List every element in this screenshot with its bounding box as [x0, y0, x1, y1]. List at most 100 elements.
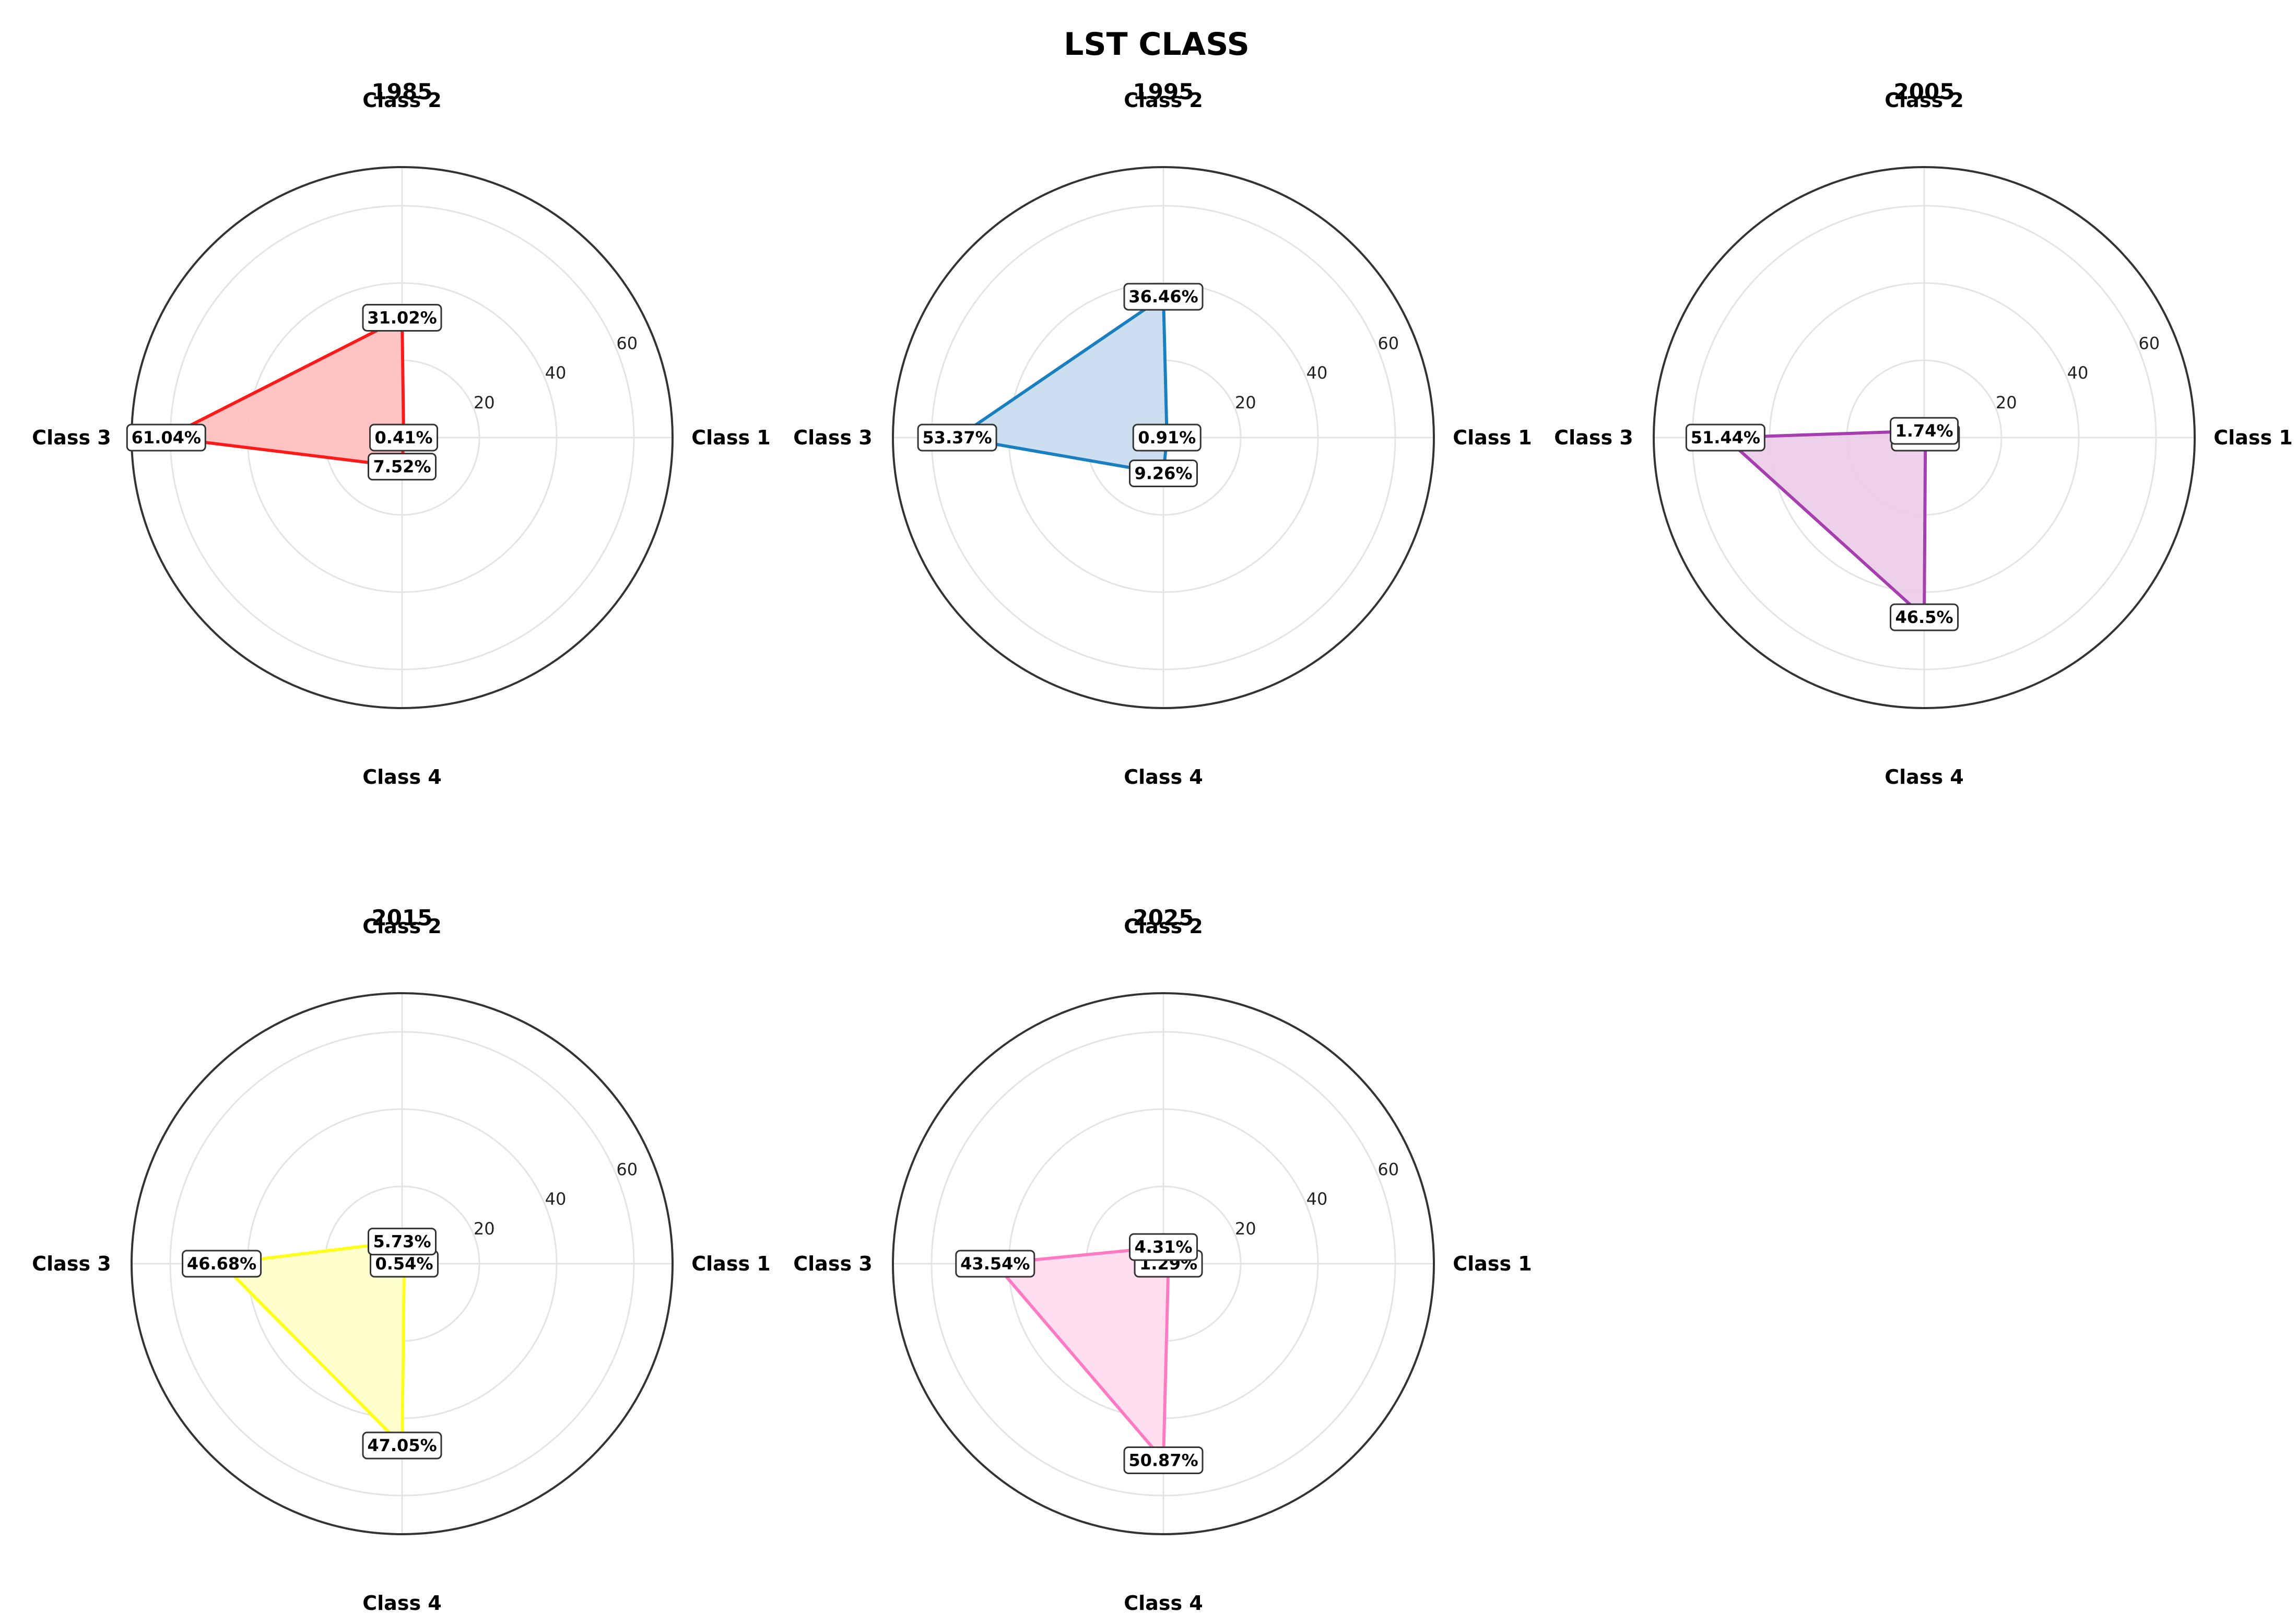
radial-tick-label: 20: [1235, 393, 1256, 413]
data-label-group: 9.26%: [1129, 460, 1198, 488]
radial-tick-label: 40: [545, 1189, 567, 1209]
data-label: 47.05%: [367, 1435, 437, 1455]
data-label-box: [362, 303, 442, 332]
data-label: 31.02%: [367, 308, 437, 327]
data-label-box: [1890, 603, 1959, 631]
data-label: 46.68%: [187, 1254, 256, 1274]
radar-panel: 2015 20 40 60 Class 1 Class 2 Class 3 Class 4 0.…: [32, 905, 770, 1615]
radial-tick-label: 20: [1996, 393, 2017, 413]
radar-panel: 1995 20 40 60 Class 1 Class 2 Class 3 Class 4 0.…: [793, 79, 1532, 789]
axis-label: Class 4: [362, 1592, 441, 1615]
data-label-group: 36.46%: [1123, 283, 1204, 311]
data-label-box: [362, 1431, 442, 1460]
data-label-group: 53.37%: [917, 423, 997, 452]
data-label: 0.41%: [375, 428, 433, 448]
data-label-box: [1123, 1446, 1204, 1474]
radial-tick-label: 20: [474, 393, 495, 413]
data-label: 51.44%: [1691, 428, 1760, 448]
radar-panel: 1985 20 40 60 Class 1 Class 2 Class 3 Class 4 0.…: [32, 79, 770, 789]
data-label-group: 31.02%: [362, 303, 442, 332]
data-label-box: [917, 423, 997, 452]
data-label-group: 46.5%: [1890, 603, 1959, 631]
data-label-box: [1132, 423, 1202, 452]
data-label: 0.91%: [1138, 428, 1196, 448]
axis-label: Class 2: [1124, 89, 1203, 112]
axis-label: Class 2: [362, 89, 441, 112]
series-polygon: [1721, 429, 1927, 621]
data-label-box: [1890, 417, 1959, 445]
axis-label: Class 3: [32, 1252, 111, 1275]
data-label: 4.31%: [1134, 1237, 1192, 1257]
data-label-box: [1129, 460, 1198, 488]
panel-title: 2015: [372, 905, 433, 931]
axis-label: Class 4: [362, 766, 441, 789]
data-label-group: 7.52%: [368, 453, 437, 481]
radial-tick-label: 60: [1377, 1160, 1399, 1180]
data-label-group: 46.68%: [182, 1250, 262, 1278]
radial-tick-label: 60: [2138, 334, 2160, 354]
axis-label: Class 4: [1124, 766, 1203, 789]
data-label: 7.52%: [373, 457, 431, 477]
data-label: 1.74%: [1895, 421, 1953, 441]
axis-label: Class 4: [1885, 766, 1963, 789]
radial-tick-label: 20: [1235, 1219, 1256, 1239]
axis-label: Class 1: [1453, 426, 1532, 449]
data-label-box: [182, 1250, 262, 1278]
axis-label: Class 2: [1124, 915, 1203, 938]
axis-label: Class 3: [793, 1252, 872, 1275]
data-label-box: [126, 423, 206, 452]
data-label: 61.04%: [132, 428, 201, 448]
outer-circle: [892, 992, 1435, 1535]
outer-circle: [1653, 166, 2196, 709]
data-label-group: 50.87%: [1123, 1446, 1204, 1474]
axis-label: Class 1: [691, 426, 770, 449]
data-label-group: 0.91%: [1132, 423, 1202, 452]
data-label: 9.26%: [1134, 464, 1192, 484]
data-label-box: [1129, 1233, 1198, 1261]
data-label-box: [955, 1250, 1035, 1278]
axis-label: Class 3: [1554, 426, 1633, 449]
panel-title: 2025: [1133, 905, 1194, 931]
panel-title: 2005: [1894, 79, 1955, 104]
outer-circle: [892, 166, 1435, 709]
radial-tick-label: 40: [545, 363, 567, 383]
data-label: 53.37%: [922, 428, 992, 448]
panel-title: 1985: [372, 79, 433, 104]
data-label-box: [369, 423, 439, 452]
radial-tick-label: 60: [616, 1160, 638, 1180]
data-label: 46.5%: [1895, 607, 1953, 627]
data-label-group: 47.05%: [362, 1431, 442, 1460]
data-label: 50.87%: [1128, 1450, 1198, 1470]
series-polygon: [992, 1245, 1170, 1465]
axis-label: Class 1: [2213, 426, 2292, 449]
radial-tick-label: 40: [2067, 363, 2089, 383]
panel-title: 1995: [1133, 79, 1194, 104]
axis-label: Class 1: [691, 1252, 770, 1275]
data-label: 43.54%: [960, 1254, 1030, 1274]
axis-label: Class 3: [32, 426, 111, 449]
data-label-box: [368, 453, 437, 481]
data-label: 0.54%: [375, 1254, 433, 1274]
radial-tick-label: 40: [1306, 363, 1328, 383]
data-label-group: 51.44%: [1685, 423, 1765, 452]
axis-label: Class 1: [1453, 1252, 1532, 1275]
data-label-box: [1685, 423, 1765, 452]
axis-label: Class 2: [362, 915, 441, 938]
chart-title: LST CLASS: [1064, 26, 1250, 63]
axis-label: Class 3: [793, 426, 872, 449]
data-label-group: 1.74%: [1890, 417, 1959, 445]
radial-tick-label: 20: [474, 1219, 495, 1239]
axis-label: Class 4: [1124, 1592, 1203, 1615]
data-label-box: [1123, 283, 1204, 311]
data-label: 36.46%: [1128, 287, 1198, 307]
data-label-group: 43.54%: [955, 1250, 1035, 1278]
radial-tick-label: 60: [616, 334, 638, 354]
axis-label: Class 2: [1885, 89, 1963, 112]
data-label-box: [368, 1228, 437, 1256]
data-label-group: 0.41%: [369, 423, 439, 452]
radar-panels: 1985 20 40 60 Class 1 Class 2 Class 3 Class 4 0.…: [32, 79, 2292, 1615]
data-label-group: 5.73%: [368, 1228, 437, 1256]
radial-tick-label: 40: [1306, 1189, 1328, 1209]
